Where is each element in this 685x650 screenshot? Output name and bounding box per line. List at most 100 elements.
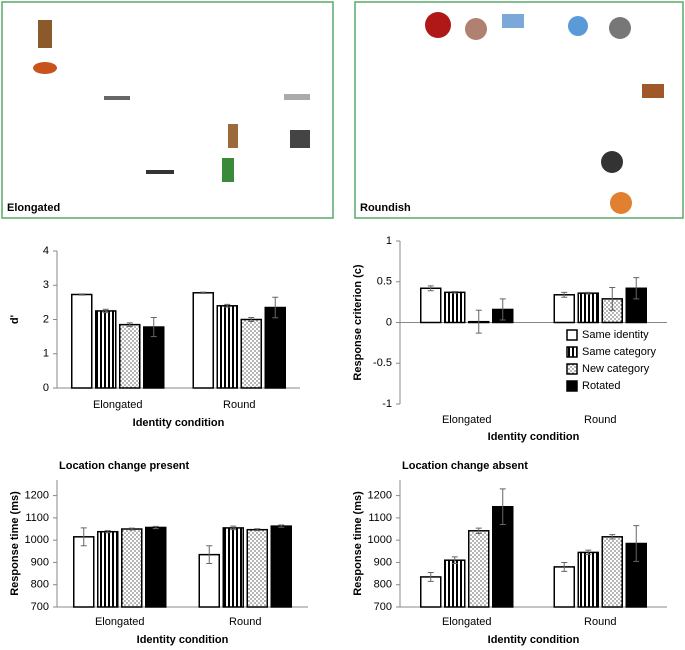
bar — [264, 306, 286, 389]
error-bar — [278, 524, 285, 528]
bar — [553, 566, 575, 608]
legend-swatch — [566, 346, 578, 358]
error-bar — [126, 322, 133, 327]
error-bar — [427, 285, 434, 292]
error-bar — [609, 286, 616, 311]
legend-label: New category — [582, 363, 650, 375]
bar — [145, 526, 167, 608]
y-tick-label: 0.5 — [377, 276, 392, 288]
y-tick-label: 1000 — [25, 534, 49, 546]
error-bar — [475, 309, 482, 334]
error-bar — [585, 291, 592, 295]
y-tick-label: 0 — [43, 382, 49, 394]
panel-label: Elongated — [7, 202, 60, 214]
error-bar — [609, 534, 616, 540]
chart-title: Location change absent — [402, 460, 528, 472]
object-images — [33, 12, 664, 214]
y-tick-label: -1 — [382, 398, 392, 410]
bar — [444, 559, 466, 608]
panel-frame — [354, 1, 684, 219]
bar — [71, 293, 93, 389]
bar — [553, 294, 575, 324]
bar — [192, 292, 214, 389]
error-bar — [150, 316, 157, 338]
error-bar — [78, 293, 85, 296]
x-tick-label: Round — [229, 616, 261, 628]
error-bar — [475, 527, 482, 534]
y-axis-title: Response time (ms) — [352, 491, 364, 596]
error-bar — [206, 545, 213, 565]
bar — [95, 310, 117, 389]
error-bar — [633, 277, 640, 300]
y-tick-label: 800 — [374, 579, 392, 591]
error-bar — [102, 308, 109, 314]
panel-frame — [1, 1, 334, 219]
x-tick-label: Elongated — [442, 616, 492, 628]
bar — [601, 536, 623, 608]
x-tick-label: Elongated — [95, 616, 145, 628]
legend-swatch — [566, 329, 578, 341]
y-tick-label: 1100 — [368, 512, 392, 524]
error-bar — [248, 316, 255, 323]
x-axis-title: Identity condition — [137, 634, 229, 646]
error-bar — [561, 561, 568, 572]
bar — [270, 525, 292, 608]
x-axis-title: Identity condition — [488, 431, 580, 443]
panel-label: Roundish — [360, 202, 411, 214]
y-tick-label: 3 — [43, 279, 49, 291]
bar — [121, 528, 143, 608]
error-bar — [128, 527, 135, 531]
y-tick-label: 4 — [43, 245, 49, 257]
x-tick-label: Round — [584, 616, 616, 628]
y-tick-label: 1200 — [368, 490, 392, 502]
y-tick-label: 700 — [31, 601, 49, 613]
legend-swatch — [566, 363, 578, 375]
bar — [444, 291, 466, 324]
y-axis-title: Response criterion (c) — [352, 264, 364, 380]
legend-swatch — [566, 380, 578, 392]
y-tick-label: 1200 — [25, 490, 49, 502]
error-bar — [254, 528, 261, 532]
bar — [222, 527, 244, 608]
error-bar — [230, 525, 237, 531]
x-axis-title: Identity condition — [133, 417, 225, 429]
error-bar — [427, 571, 434, 582]
y-tick-label: 0 — [386, 316, 392, 328]
y-tick-label: 2 — [43, 313, 49, 325]
chart-title: Location change present — [59, 460, 190, 472]
y-tick-label: 1100 — [25, 512, 49, 524]
bar — [420, 287, 442, 324]
y-tick-label: 900 — [31, 556, 49, 568]
bar — [73, 536, 95, 608]
error-bar — [633, 525, 640, 562]
y-tick-label: 900 — [374, 556, 392, 568]
x-axis-title: Identity condition — [488, 634, 580, 646]
bar — [577, 551, 599, 608]
y-axis-title: d' — [9, 314, 21, 324]
error-bar — [272, 296, 279, 319]
legend-label: Rotated — [582, 380, 621, 392]
y-tick-label: -0.5 — [373, 357, 392, 369]
bar — [119, 323, 141, 389]
legend-label: Same category — [582, 346, 656, 358]
y-tick-label: 1 — [386, 235, 392, 247]
bar — [468, 530, 490, 608]
x-tick-label: Round — [584, 414, 616, 426]
error-bar — [451, 291, 458, 294]
error-bar — [585, 549, 592, 556]
y-axis-title: Response time (ms) — [9, 491, 21, 596]
error-bar — [224, 303, 231, 308]
bar — [216, 305, 238, 389]
y-tick-label: 700 — [374, 601, 392, 613]
bar — [97, 530, 119, 608]
y-tick-label: 1 — [43, 348, 49, 360]
bar — [240, 318, 262, 389]
error-bar — [499, 298, 506, 321]
y-tick-label: 800 — [31, 579, 49, 591]
x-tick-label: Elongated — [442, 414, 492, 426]
error-bar — [200, 291, 207, 294]
bar — [246, 528, 268, 608]
error-bar — [451, 556, 458, 565]
y-tick-label: 1000 — [368, 534, 392, 546]
